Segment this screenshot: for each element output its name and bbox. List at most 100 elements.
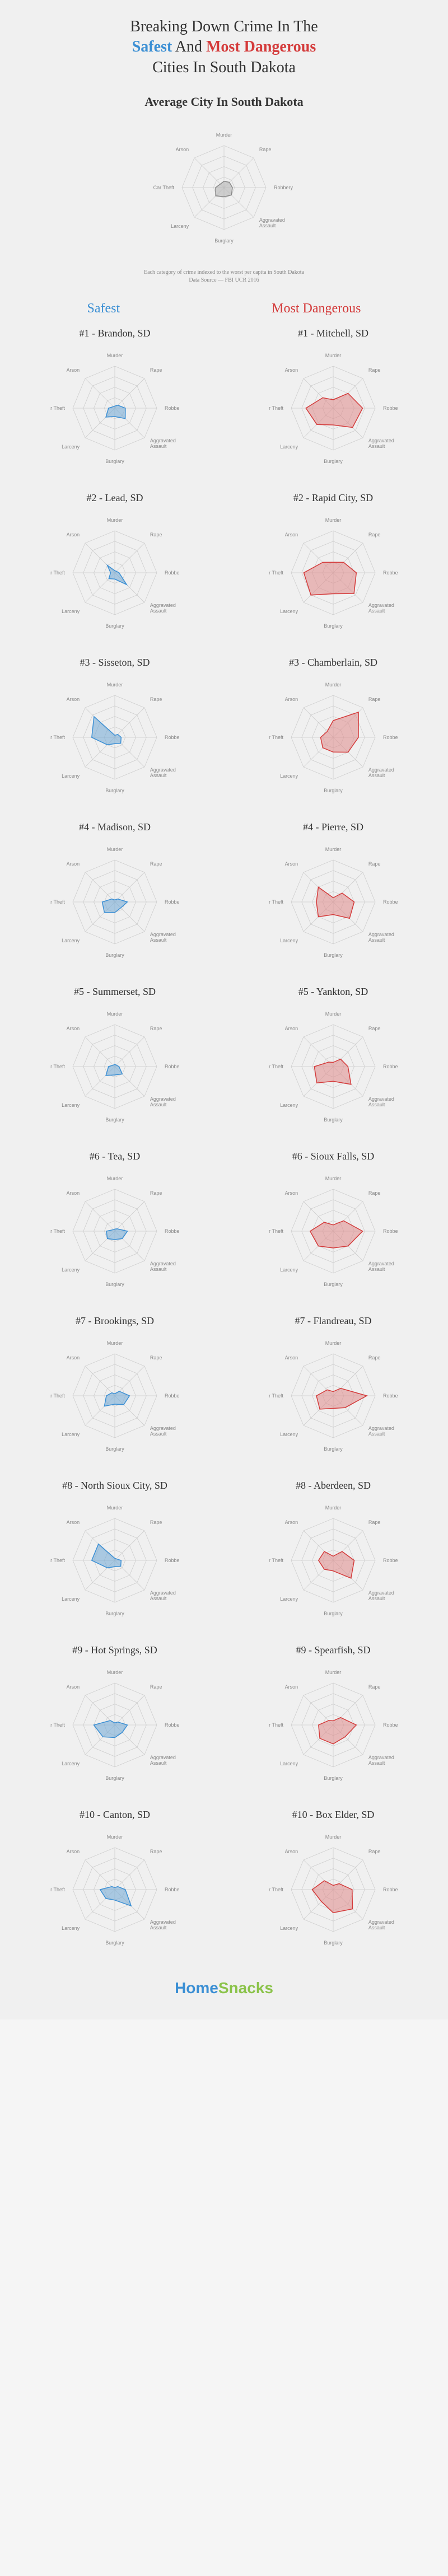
svg-text:AggravatedAssault: AggravatedAssault (368, 932, 394, 943)
svg-text:Burglary: Burglary (105, 1611, 124, 1616)
page-title: Breaking Down Crime In The Safest And Mo… (11, 17, 437, 78)
svg-text:Arson: Arson (285, 1190, 298, 1196)
safest-city-6: #6 - Tea, SDMurderRapeRobberyAggravatedA… (11, 1151, 218, 1298)
svg-text:Car Theft: Car Theft (50, 570, 65, 576)
svg-text:Robbery: Robbery (383, 1722, 398, 1728)
svg-text:Burglary: Burglary (324, 459, 343, 464)
svg-text:Robbery: Robbery (383, 1228, 398, 1234)
svg-text:Murder: Murder (325, 1340, 342, 1346)
svg-text:Burglary: Burglary (324, 1117, 343, 1123)
svg-text:Robbery: Robbery (165, 899, 179, 905)
svg-text:Rape: Rape (150, 1684, 162, 1690)
title-prefix: Breaking Down Crime In The (130, 18, 318, 35)
title-safest: Safest (132, 38, 172, 55)
svg-text:Arson: Arson (285, 1684, 298, 1690)
svg-text:Robbery: Robbery (383, 570, 398, 576)
dangerous-city-2: #2 - Rapid City, SDMurderRapeRobberyAggr… (230, 492, 437, 640)
svg-text:Murder: Murder (325, 1176, 342, 1181)
logo: HomeSnacks (11, 1979, 437, 1997)
svg-text:Murder: Murder (107, 1176, 123, 1181)
svg-text:Murder: Murder (325, 517, 342, 523)
svg-text:Larceny: Larceny (62, 773, 80, 779)
svg-text:Robbery: Robbery (165, 405, 179, 411)
svg-text:Murder: Murder (107, 1505, 123, 1511)
dangerous-city-7: #7 - Flandreau, SDMurderRapeRobberyAggra… (230, 1315, 437, 1463)
svg-text:Larceny: Larceny (280, 773, 298, 779)
svg-text:AggravatedAssault: AggravatedAssault (150, 1590, 176, 1601)
dangerous-city-6: #6 - Sioux Falls, SDMurderRapeRobberyAgg… (230, 1151, 437, 1298)
svg-text:Murder: Murder (325, 1834, 342, 1840)
svg-text:Robbery: Robbery (165, 1722, 179, 1728)
city-title: #2 - Rapid City, SD (230, 492, 437, 504)
city-title: #5 - Yankton, SD (230, 986, 437, 998)
footnote-line-2: Data Source — FBI UCR 2016 (189, 277, 259, 283)
svg-text:Arson: Arson (67, 696, 80, 702)
dangerous-city-4: #4 - Pierre, SDMurderRapeRobberyAggravat… (230, 821, 437, 969)
svg-text:Robbery: Robbery (165, 1558, 179, 1563)
safest-city-4: #4 - Madison, SDMurderRapeRobberyAggrava… (11, 821, 218, 969)
title-dangerous: Most Dangerous (206, 38, 316, 55)
svg-text:Arson: Arson (67, 1520, 80, 1525)
svg-text:Rape: Rape (368, 1520, 381, 1525)
safest-city-10: #10 - Canton, SDMurderRapeRobberyAggrava… (11, 1809, 218, 1957)
svg-text:Rape: Rape (150, 367, 162, 373)
svg-text:Larceny: Larceny (171, 223, 189, 229)
svg-text:Burglary: Burglary (105, 1775, 124, 1781)
svg-text:Rape: Rape (150, 1190, 162, 1196)
svg-text:AggravatedAssault: AggravatedAssault (150, 1755, 176, 1766)
dangerous-city-3: #3 - Chamberlain, SDMurderRapeRobberyAgg… (230, 657, 437, 805)
svg-text:Larceny: Larceny (62, 1925, 80, 1931)
svg-text:AggravatedAssault: AggravatedAssault (150, 1261, 176, 1272)
svg-text:Burglary: Burglary (105, 1940, 124, 1946)
svg-text:Robbery: Robbery (383, 1887, 398, 1892)
svg-text:Car Theft: Car Theft (269, 899, 283, 905)
svg-text:Car Theft: Car Theft (50, 1887, 65, 1892)
city-title: #10 - Canton, SD (11, 1809, 218, 1821)
title-suffix: Cities In South Dakota (152, 59, 296, 76)
svg-text:Rape: Rape (150, 1355, 162, 1361)
column-header-safest: Safest (87, 301, 120, 316)
svg-text:Arson: Arson (67, 367, 80, 373)
svg-text:AggravatedAssault: AggravatedAssault (150, 932, 176, 943)
svg-text:Car Theft: Car Theft (269, 405, 283, 411)
svg-text:Larceny: Larceny (280, 1596, 298, 1602)
svg-text:Rape: Rape (150, 861, 162, 867)
svg-text:Arson: Arson (285, 1026, 298, 1031)
svg-text:Burglary: Burglary (105, 459, 124, 464)
svg-text:AggravatedAssault: AggravatedAssault (150, 602, 176, 614)
svg-text:Robbery: Robbery (383, 405, 398, 411)
safest-city-3: #3 - Sisseton, SDMurderRapeRobberyAggrav… (11, 657, 218, 805)
svg-text:Burglary: Burglary (105, 1446, 124, 1452)
svg-text:Rape: Rape (150, 1026, 162, 1031)
svg-text:Rape: Rape (368, 1684, 381, 1690)
svg-text:Car Theft: Car Theft (269, 570, 283, 576)
svg-text:Rape: Rape (368, 1355, 381, 1361)
svg-text:Larceny: Larceny (280, 1432, 298, 1437)
svg-text:Larceny: Larceny (280, 1267, 298, 1273)
svg-text:Robbery: Robbery (165, 735, 179, 740)
svg-text:Larceny: Larceny (62, 444, 80, 450)
dangerous-city-8: #8 - Aberdeen, SDMurderRapeRobberyAggrav… (230, 1480, 437, 1628)
svg-text:Murder: Murder (107, 682, 123, 688)
svg-text:Larceny: Larceny (280, 444, 298, 450)
svg-text:Larceny: Larceny (280, 609, 298, 614)
svg-text:AggravatedAssault: AggravatedAssault (259, 217, 285, 228)
city-title: #4 - Pierre, SD (230, 821, 437, 833)
safest-city-9: #9 - Hot Springs, SDMurderRapeRobberyAgg… (11, 1644, 218, 1792)
dangerous-city-9: #9 - Spearfish, SDMurderRapeRobberyAggra… (230, 1644, 437, 1792)
svg-text:Car Theft: Car Theft (269, 1558, 283, 1563)
svg-text:AggravatedAssault: AggravatedAssault (368, 1919, 394, 1930)
svg-text:Car Theft: Car Theft (153, 185, 175, 190)
svg-text:Arson: Arson (285, 1849, 298, 1854)
city-title: #10 - Box Elder, SD (230, 1809, 437, 1821)
svg-text:Car Theft: Car Theft (50, 735, 65, 740)
svg-text:Car Theft: Car Theft (50, 1558, 65, 1563)
city-title: #5 - Summerset, SD (11, 986, 218, 998)
svg-text:Rape: Rape (368, 532, 381, 537)
svg-text:Arson: Arson (67, 1190, 80, 1196)
svg-text:Burglary: Burglary (105, 952, 124, 958)
svg-text:Car Theft: Car Theft (50, 1722, 65, 1728)
svg-text:Car Theft: Car Theft (269, 1887, 283, 1892)
svg-text:Arson: Arson (285, 367, 298, 373)
svg-text:Burglary: Burglary (324, 1611, 343, 1616)
